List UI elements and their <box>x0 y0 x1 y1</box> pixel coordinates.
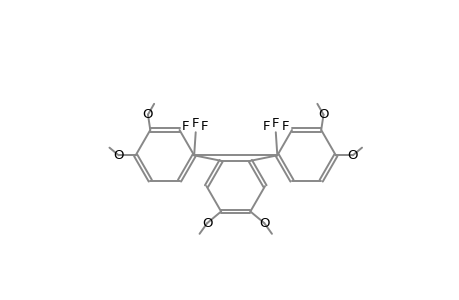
Text: O: O <box>113 149 123 162</box>
Text: F: F <box>271 116 279 130</box>
Text: O: O <box>142 108 153 121</box>
Text: O: O <box>318 108 328 121</box>
Text: O: O <box>258 217 269 230</box>
Text: F: F <box>182 120 189 133</box>
Text: O: O <box>347 149 357 162</box>
Text: F: F <box>191 116 199 130</box>
Text: F: F <box>262 120 270 133</box>
Text: F: F <box>201 120 208 133</box>
Text: F: F <box>281 120 289 133</box>
Text: O: O <box>202 217 212 230</box>
